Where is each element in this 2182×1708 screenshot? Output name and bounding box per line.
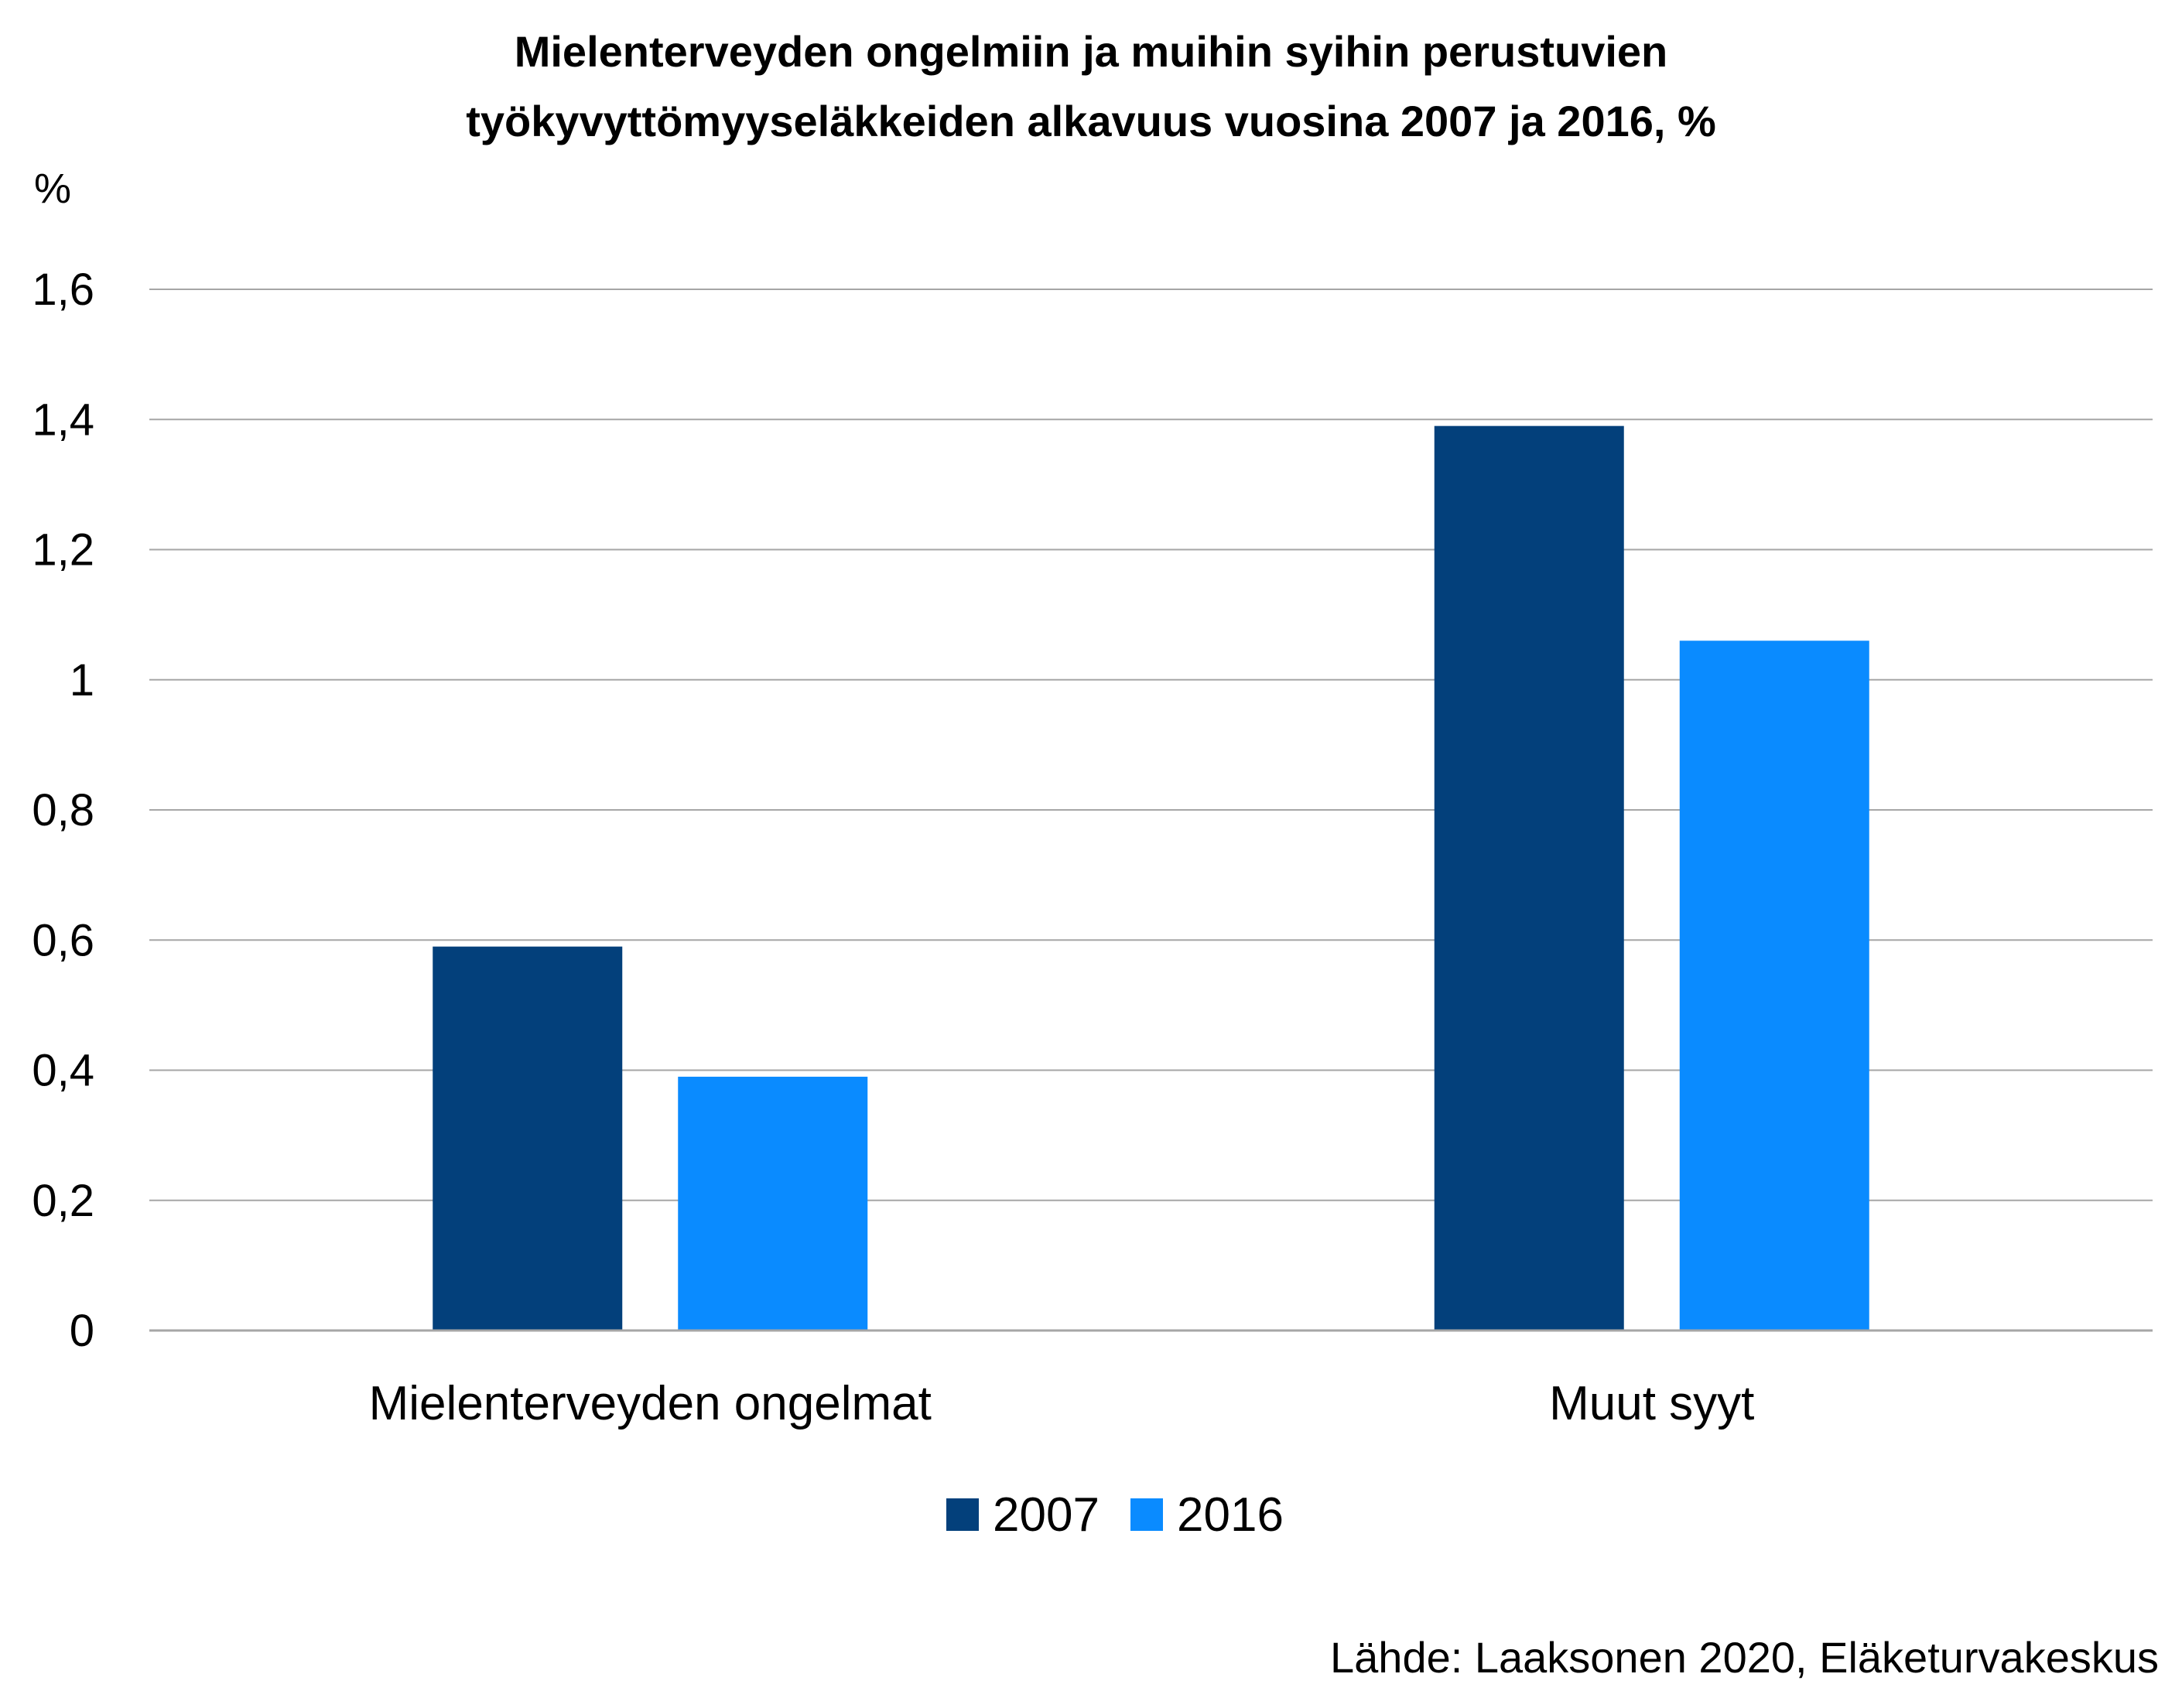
bar-2016-2 — [1679, 640, 1869, 1331]
chart-title-line-2: työkyvyttömyyseläkkeiden alkavuus vuosin… — [466, 97, 1716, 145]
y-tick-label: 1,4 — [32, 395, 94, 445]
legend-label-2007: 2007 — [993, 1488, 1100, 1542]
chart-title: Mielenterveyden ongelmiin ja muihin syih… — [466, 27, 1716, 145]
y-tick-label: 1,6 — [32, 265, 94, 315]
y-tick-label: 0,8 — [32, 785, 94, 835]
category-label: Muut syyt — [1549, 1377, 1754, 1430]
category-labels: Mielenterveyden ongelmat Muut syyt — [369, 1377, 1755, 1430]
legend-label-2016: 2016 — [1177, 1488, 1284, 1542]
y-tick-label: 1 — [70, 655, 94, 705]
category-label: Mielenterveyden ongelmat — [369, 1377, 932, 1430]
y-axis-ticks: 0 0,2 0,4 0,6 0,8 1 1,2 1,4 1,6 — [32, 265, 94, 1356]
bar-2016-1 — [678, 1076, 868, 1331]
bars — [433, 425, 1869, 1331]
source-note: Lähde: Laaksonen 2020, Eläketurvakeskus — [1330, 1633, 2159, 1682]
y-axis-unit-label: % — [34, 166, 71, 212]
bar-2007-2 — [1434, 425, 1624, 1331]
legend-swatch-2007 — [946, 1498, 979, 1531]
y-tick-label: 0,6 — [32, 915, 94, 965]
y-tick-label: 1,2 — [32, 525, 94, 576]
legend: 2007 2016 — [946, 1488, 1284, 1542]
y-tick-label: 0,4 — [32, 1046, 94, 1096]
chart-title-line-1: Mielenterveyden ongelmiin ja muihin syih… — [515, 27, 1668, 76]
y-tick-label: 0,2 — [32, 1176, 94, 1226]
legend-swatch-2016 — [1130, 1498, 1163, 1531]
y-tick-label: 0 — [70, 1306, 94, 1356]
bar-2007-1 — [433, 946, 623, 1331]
